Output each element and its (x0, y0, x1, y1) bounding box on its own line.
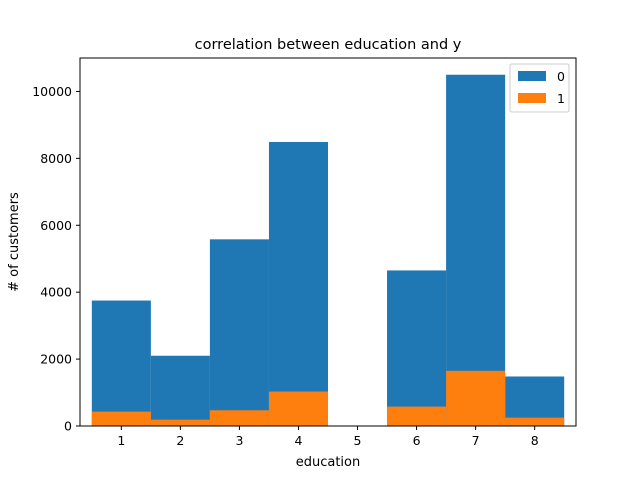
bar-series-0-4 (268, 141, 328, 427)
legend: 01 (509, 63, 570, 113)
x-tick-label-3: 3 (235, 433, 243, 448)
x-tick-label-1: 1 (117, 433, 125, 448)
bar-series-0-7 (446, 74, 506, 427)
y-tick-label-2000: 2000 (40, 352, 72, 367)
bar-series-1-4 (268, 391, 328, 426)
bar-series-1-3 (209, 410, 269, 426)
bar-series-0-3 (209, 239, 269, 426)
x-tick-label-7: 7 (472, 433, 480, 448)
y-axis: 0 2000 4000 6000 8000 10000 (32, 84, 80, 434)
x-tick-label-5: 5 (354, 433, 362, 448)
bar-series-1-6 (387, 406, 447, 426)
y-tick-label-0: 0 (64, 419, 72, 434)
plot-frame (79, 57, 577, 427)
bar-series-1-8 (505, 417, 565, 426)
x-tick-label-4: 4 (294, 433, 302, 448)
chart-title: correlation between education and y (195, 37, 462, 53)
legend-label-1: 1 (557, 91, 565, 106)
bar-series-1-1 (91, 411, 151, 426)
y-tick-label-8000: 8000 (40, 151, 72, 166)
legend-swatch-0 (518, 71, 546, 81)
x-axis: 1 2 3 4 5 6 7 8 (117, 426, 539, 448)
legend-label-0: 0 (557, 69, 565, 84)
y-tick-label-4000: 4000 (40, 285, 72, 300)
x-tick-label-2: 2 (176, 433, 184, 448)
bar-series-1-7 (446, 370, 506, 426)
y-tick-label-10000: 10000 (32, 84, 72, 99)
bar-series-1-2 (150, 419, 210, 426)
y-tick-label-6000: 6000 (40, 218, 72, 233)
x-axis-label: education (296, 455, 361, 470)
bar-series-0-6 (387, 270, 447, 426)
y-axis-label: # of customers (7, 192, 22, 292)
x-tick-label-6: 6 (413, 433, 421, 448)
bar-series-0-2 (150, 355, 210, 426)
bars-layer (91, 74, 565, 427)
x-tick-label-8: 8 (531, 433, 539, 448)
legend-swatch-1 (518, 93, 546, 103)
bar-series-0-1 (91, 300, 151, 426)
